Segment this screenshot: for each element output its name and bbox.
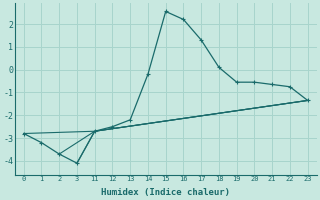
X-axis label: Humidex (Indice chaleur): Humidex (Indice chaleur)	[101, 188, 230, 197]
